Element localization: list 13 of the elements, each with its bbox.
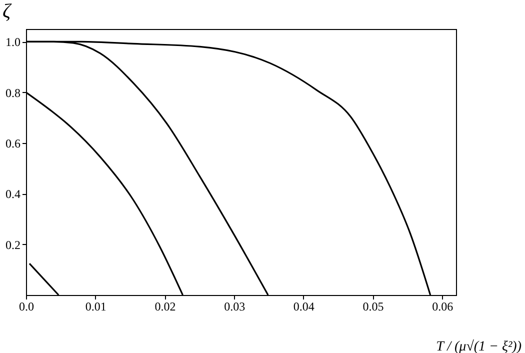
x-tick-label: 0.01 (85, 300, 106, 314)
y-tick-label: 1.0 (6, 35, 20, 50)
y-tick-label: 0.2 (6, 238, 20, 252)
x-tick-label: 0.03 (224, 300, 246, 314)
y-tick-label: 0.4 (6, 187, 20, 202)
x-tick-label: 0.05 (362, 300, 384, 314)
x-tick-label: 0.02 (154, 300, 176, 314)
x-tick-label: 0.0 (19, 300, 34, 314)
y-tick-label: 0.6 (6, 136, 20, 150)
y-axis-title: ζ (2, 0, 12, 22)
x-tick-label: 0.04 (293, 300, 314, 314)
y-tick-label: 0.8 (6, 86, 20, 100)
x-tick-label: 0.06 (432, 300, 454, 314)
